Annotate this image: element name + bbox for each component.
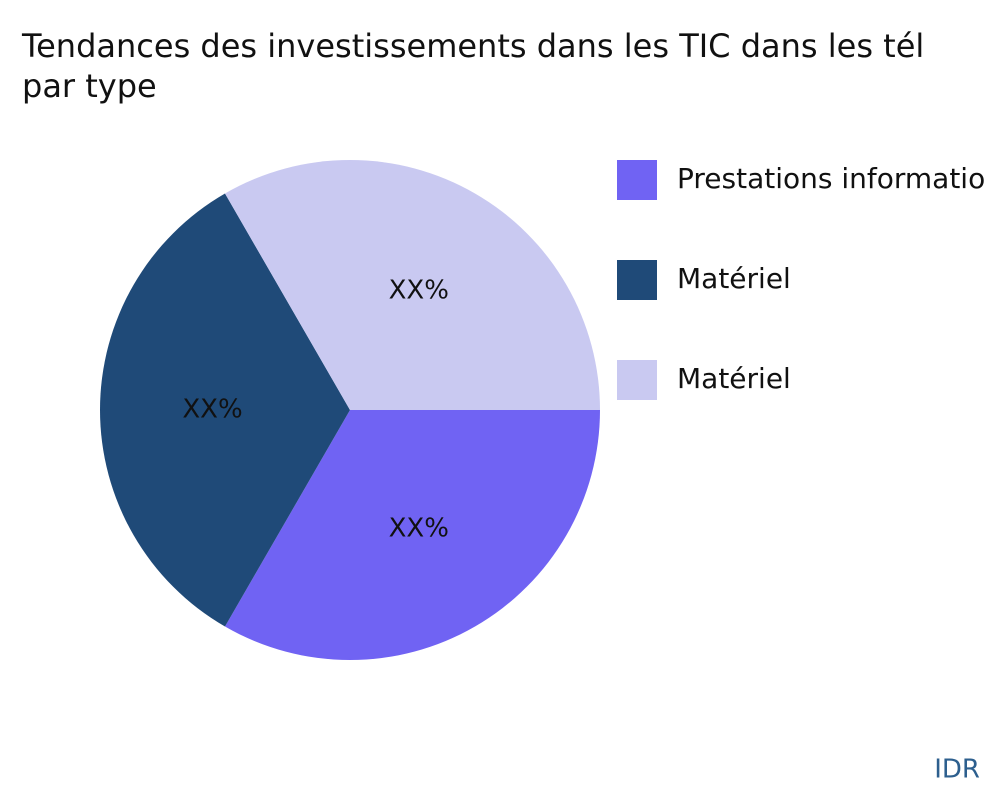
chart-title: Tendances des investissements dans les T… <box>21 27 924 65</box>
legend-label: Matériel <box>677 362 791 395</box>
legend-label: Prestations informatio <box>677 162 985 195</box>
pie-slice <box>225 160 600 410</box>
source: IDR <box>934 755 980 785</box>
data-label: XX% <box>389 275 449 305</box>
legend-swatch <box>617 260 657 300</box>
data-label: XX% <box>182 395 242 425</box>
legend-swatch <box>617 360 657 400</box>
legend-swatch <box>617 160 657 200</box>
pie-slice <box>225 410 600 660</box>
data-label: XX% <box>389 514 449 544</box>
chart-title: par type <box>22 67 157 105</box>
legend-label: Matériel <box>677 262 791 295</box>
